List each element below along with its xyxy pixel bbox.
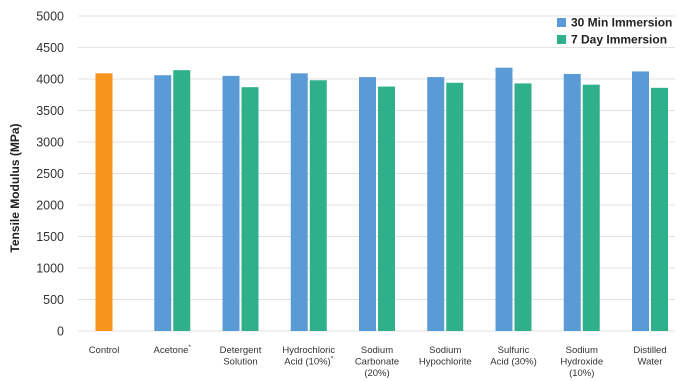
bars bbox=[95, 67, 668, 332]
bar-30-min bbox=[427, 77, 445, 331]
bar-7-day bbox=[378, 86, 395, 331]
bar-30-min bbox=[154, 75, 172, 331]
y-axis: 0 500 1000 1500 2000 2500 3000 3500 4000 4500 5000 bbox=[36, 10, 64, 339]
legend: 30 Min Immersion 7 Day Immersion bbox=[557, 16, 672, 47]
x-category-label: Sodium Hydroxide (10%) bbox=[560, 345, 603, 379]
legend-swatch bbox=[557, 18, 566, 27]
y-tick-label: 3000 bbox=[36, 136, 64, 150]
bar-30-min bbox=[222, 75, 240, 331]
legend-label: 7 Day Immersion bbox=[571, 33, 667, 47]
x-category-label: Distilled Water bbox=[633, 345, 666, 368]
y-tick-label: 4500 bbox=[36, 41, 64, 55]
bar-7-day bbox=[309, 80, 327, 331]
y-tick-label: 1500 bbox=[36, 230, 64, 244]
x-category-label: Sodium Carbonate (20%) bbox=[355, 345, 399, 379]
bar-control bbox=[95, 73, 113, 331]
bar-7-day bbox=[651, 87, 668, 331]
bar-7-day bbox=[173, 70, 191, 332]
y-tick-label: 2000 bbox=[36, 199, 64, 213]
y-tick-label: 2500 bbox=[36, 167, 64, 181]
bar-7-day bbox=[446, 82, 464, 331]
y-tick-label: 500 bbox=[43, 293, 64, 307]
x-category-label: Detergent Solution bbox=[220, 345, 262, 368]
bar-30-min bbox=[632, 71, 649, 331]
y-tick-label: 1000 bbox=[36, 262, 64, 276]
bar-7-day bbox=[241, 87, 259, 331]
x-category-label: Hydrochloric Acid (10%)* bbox=[282, 345, 335, 368]
legend-label: 30 Min Immersion bbox=[571, 16, 672, 30]
bar-30-min bbox=[290, 73, 308, 331]
x-category-label: Sodium Hypochlorite bbox=[419, 345, 472, 368]
legend-swatch bbox=[557, 35, 566, 44]
y-tick-label: 5000 bbox=[36, 10, 64, 24]
bar-7-day bbox=[582, 84, 600, 331]
bar-7-day bbox=[514, 83, 532, 331]
bar-30-min bbox=[495, 67, 513, 331]
x-category-label: Sulfuric Acid (30%) bbox=[490, 345, 536, 368]
y-tick-label: 0 bbox=[57, 325, 64, 339]
x-category-label: Acetone* bbox=[154, 344, 192, 356]
y-axis-label: Tensile Modulus (MPa) bbox=[8, 123, 22, 252]
bar-30-min bbox=[563, 73, 581, 332]
x-category-label: Control bbox=[89, 345, 120, 356]
y-tick-label: 3500 bbox=[36, 104, 64, 118]
x-axis-category-labels: Control Acetone* Detergent Solution Hydrochl… bbox=[89, 344, 667, 379]
bar-30-min bbox=[359, 77, 376, 331]
y-tick-label: 4000 bbox=[36, 73, 64, 87]
